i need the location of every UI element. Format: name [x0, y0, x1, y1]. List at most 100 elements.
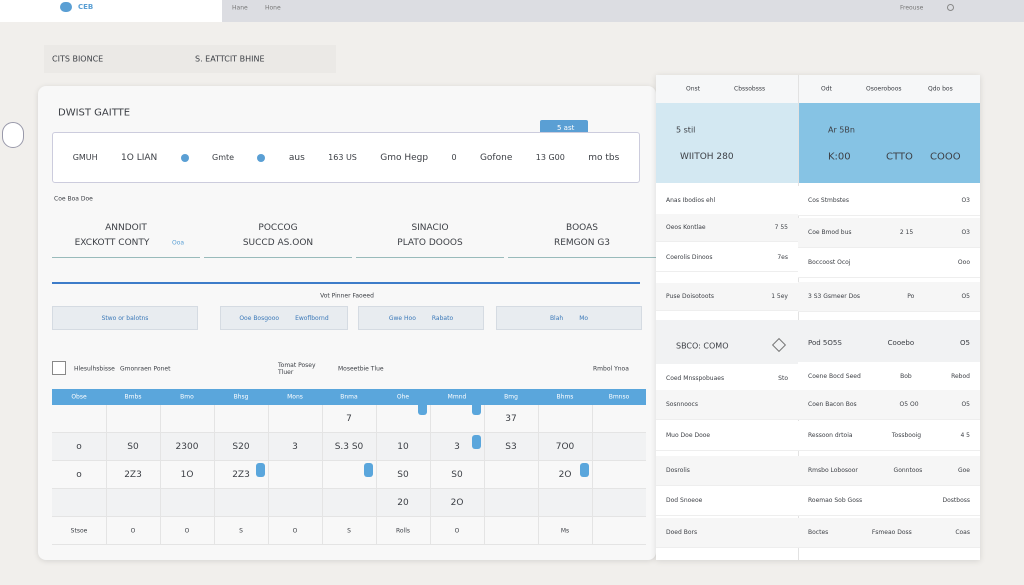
cell: S0: [127, 442, 139, 452]
list-row: Rmsbo Lobosoor Gonntoos Goe: [798, 456, 980, 486]
cell-divider: [592, 517, 593, 545]
toolbar-item[interactable]: Hlesulhsbisse: [74, 365, 115, 373]
search-item: 163 US: [328, 153, 357, 162]
search-dot: [257, 153, 266, 162]
header-cell: Obse: [71, 393, 87, 401]
tab-top: BOOAS: [566, 223, 598, 233]
header-cell: Bmg: [504, 393, 518, 401]
nav-link[interactable]: Hane: [232, 4, 248, 12]
filter-box[interactable]: Ooe Bosgooo Ewoflbornd: [220, 306, 348, 330]
list-row: 3 S3 Gsmeer Dos Po O5: [798, 282, 980, 312]
side-header: [656, 75, 980, 103]
cell-divider: [376, 517, 377, 545]
list-item: Dostboss: [942, 497, 970, 504]
tab[interactable]: SINACIO PLATO DOOOS: [356, 216, 504, 258]
side-icon[interactable]: [2, 122, 24, 148]
hero-b-value: COOO: [930, 151, 961, 163]
cell-divider: [268, 405, 269, 433]
tab[interactable]: POCCOG SUCCD AS.OON: [204, 216, 352, 258]
cell: 7O0: [555, 442, 575, 452]
cell: S: [239, 527, 243, 535]
cell-divider: [214, 517, 215, 545]
cell: S20: [232, 442, 250, 452]
filter-box[interactable]: Stwo or balotns: [52, 306, 198, 330]
cell-divider: [430, 433, 431, 461]
list-item: 7es: [777, 254, 788, 261]
list-row: Sosnnoocs: [656, 390, 798, 420]
cell-divider: [268, 489, 269, 517]
list-item: Coas: [955, 529, 970, 536]
header-cell: Bmnso: [608, 393, 630, 401]
tab[interactable]: ANNDOIT EXCKOTT CONTY Ooa: [52, 216, 200, 258]
list-item: O5: [961, 401, 970, 408]
table-row: o S0 2300 S20 3 S.3 S0 10 3 S3 7O0: [52, 433, 646, 461]
cell: S0: [451, 470, 463, 480]
hero-b-label: Ar 5Bn: [828, 125, 855, 135]
list-item: 3 S3 Gsmeer Dos: [808, 293, 861, 300]
cell-divider: [106, 461, 107, 489]
tab-bottom: SUCCD AS.OON: [242, 238, 314, 248]
nav-link[interactable]: Hone: [265, 4, 281, 12]
cell-divider: [538, 433, 539, 461]
list-item: Fsmeao Doss: [871, 529, 912, 536]
cell-divider: [430, 461, 431, 489]
cell-divider: [160, 433, 161, 461]
side-header-item: Onst: [686, 85, 701, 93]
filter-item: Mo: [579, 314, 589, 322]
list-row: Oeos Kontlae 7 55: [656, 214, 798, 242]
toolbar-item[interactable]: Tomat Posey Tluer: [278, 362, 316, 376]
search-item: mo tbs: [588, 152, 620, 163]
user-menu[interactable]: Freouse: [900, 4, 924, 12]
header-cell: Bhsg: [233, 393, 249, 401]
list-item: Muo Doe Dooe: [666, 432, 711, 439]
toolbar-icon[interactable]: [52, 361, 66, 375]
tab-tag: Ooa: [172, 239, 185, 247]
cell-divider: [484, 489, 485, 517]
tab-top: POCCOG: [258, 223, 298, 233]
cell-divider: [430, 489, 431, 517]
filter-box[interactable]: Gwe Hoo Rabato: [358, 306, 484, 330]
list-item: Puse Doisotoots: [666, 293, 714, 300]
header-cell: Bmbs: [124, 393, 142, 401]
cell: Stsoe: [70, 527, 88, 535]
section-b-item: Pod 5O5S: [808, 338, 842, 347]
side-header-item: Odt: [821, 85, 832, 93]
cell: S0: [397, 470, 409, 480]
cell: 3: [454, 442, 460, 452]
tab[interactable]: BOOAS REMGON G3: [508, 216, 656, 258]
toolbar-item[interactable]: Gmonraen Ponet: [120, 365, 171, 373]
hero-a: [656, 103, 798, 183]
table-row: 20 2O: [52, 489, 646, 517]
toolbar-item[interactable]: Rmbol Ynoa: [593, 365, 629, 373]
list-row: Roemao Sob Goss Dostboss: [798, 486, 980, 516]
list-item: Oeos Kontlae: [666, 224, 706, 231]
cell-divider: [268, 433, 269, 461]
cell-divider: [106, 405, 107, 433]
list-item: Coene Bocd Seed: [808, 373, 861, 380]
tab-line: [52, 282, 640, 284]
section-b-item: O5: [960, 338, 970, 347]
cell-divider: [592, 489, 593, 517]
list-item: Rmsbo Lobosoor: [808, 467, 858, 474]
toolbar-item[interactable]: Moseetbie Tlue: [338, 365, 384, 373]
list-item: Ooo: [957, 259, 970, 266]
list-item: Po: [907, 293, 915, 300]
search-item: GMUH: [72, 153, 98, 162]
list-row: Anas Ibodios ehl: [656, 187, 798, 215]
filter-item: Ooe Bosgooo: [239, 314, 280, 322]
cell-divider: [430, 517, 431, 545]
search-box: GMUH 1O LIAN Gmte aus 163 US Gmo Hegp 0 Gofone 1…: [52, 132, 640, 183]
cell: 37: [505, 414, 517, 424]
filter-box[interactable]: Blah Mo: [496, 306, 642, 330]
list-item: O5: [961, 293, 970, 300]
list-item: Roemao Sob Goss: [808, 497, 863, 504]
cell-divider: [160, 405, 161, 433]
cell-divider: [268, 517, 269, 545]
search-item: aus: [288, 152, 305, 163]
cell-divider: [322, 489, 323, 517]
list-item: O5 O0: [899, 401, 919, 408]
list-item: Sosnnoocs: [666, 401, 698, 408]
top-bar: CEB Hane Hone Freouse: [0, 0, 1024, 22]
list-item: Coen Bacon Bos: [808, 401, 857, 408]
